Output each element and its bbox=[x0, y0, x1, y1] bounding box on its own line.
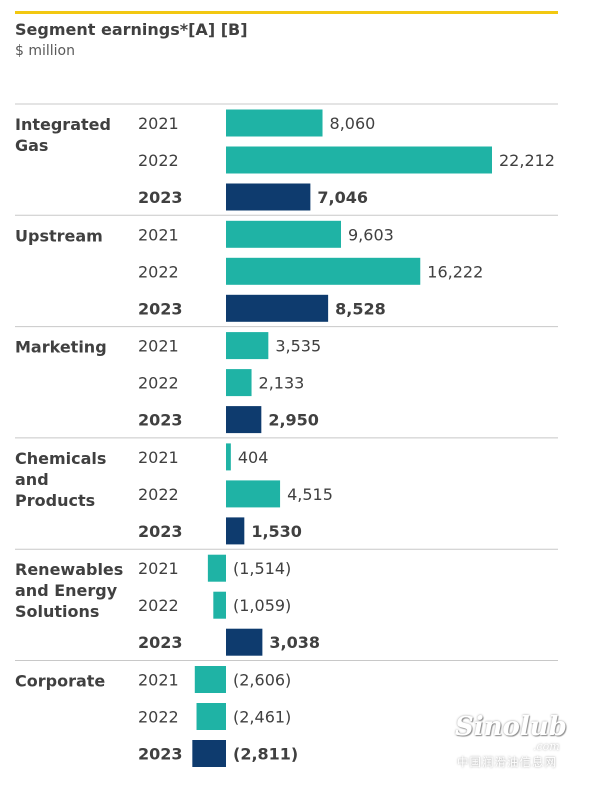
value-label: 1,530 bbox=[251, 522, 302, 541]
value-label: (1,514) bbox=[233, 559, 291, 578]
year-label: 2022 bbox=[138, 151, 179, 170]
year-label: 2021 bbox=[138, 225, 179, 244]
group-label-upstream: Upstream bbox=[15, 226, 103, 245]
group-label-renewables-and-energy-solutions: Renewables bbox=[15, 560, 123, 579]
chart-title: Segment earnings*[A] [B] bbox=[15, 20, 248, 39]
watermark-domain: .com bbox=[533, 740, 560, 753]
bar-integrated-gas-2023 bbox=[226, 183, 311, 211]
value-label: 16,222 bbox=[427, 262, 483, 281]
bar-upstream-2022 bbox=[226, 257, 421, 285]
year-label: 2023 bbox=[138, 188, 183, 207]
group-label-chemicals-and-products: Products bbox=[15, 491, 95, 510]
year-label: 2022 bbox=[138, 708, 179, 727]
watermark-caption: 中国润滑油信息网 bbox=[457, 755, 557, 769]
year-label: 2021 bbox=[138, 337, 179, 356]
year-label: 2021 bbox=[138, 559, 179, 578]
bar-chemicals-and-products-2023 bbox=[226, 517, 245, 545]
value-label: 8,528 bbox=[335, 299, 386, 318]
bar-corporate-2022 bbox=[196, 703, 226, 730]
chart-subtitle: $ million bbox=[15, 43, 75, 59]
group-label-marketing: Marketing bbox=[15, 338, 107, 357]
value-label: (2,461) bbox=[233, 708, 291, 727]
value-label: 3,038 bbox=[269, 633, 320, 652]
year-label: 2023 bbox=[138, 522, 183, 541]
bar-renewables-and-energy-solutions-2021 bbox=[207, 554, 226, 582]
bar-upstream-2021 bbox=[226, 220, 342, 248]
year-label: 2023 bbox=[138, 745, 183, 764]
value-label: 22,212 bbox=[499, 151, 555, 170]
value-label: 2,950 bbox=[268, 411, 319, 430]
bar-renewables-and-energy-solutions-2023 bbox=[226, 628, 263, 656]
value-label: 2,133 bbox=[259, 374, 305, 393]
group-label-chemicals-and-products: Chemicals bbox=[15, 449, 106, 468]
year-label: 2022 bbox=[138, 374, 179, 393]
year-label: 2022 bbox=[138, 485, 179, 504]
group-label-renewables-and-energy-solutions: Solutions bbox=[15, 602, 99, 621]
year-label: 2022 bbox=[138, 596, 179, 615]
bar-chemicals-and-products-2022 bbox=[226, 480, 281, 508]
bar-chemicals-and-products-2021 bbox=[226, 443, 231, 471]
value-label: 3,535 bbox=[275, 337, 321, 356]
bar-upstream-2023 bbox=[226, 294, 329, 322]
year-label: 2021 bbox=[138, 114, 179, 133]
year-label: 2023 bbox=[138, 299, 183, 318]
year-label: 2022 bbox=[138, 262, 179, 281]
bar-marketing-2022 bbox=[226, 369, 252, 397]
bar-integrated-gas-2021 bbox=[226, 109, 323, 137]
bar-corporate-2023 bbox=[192, 740, 226, 767]
bar-marketing-2023 bbox=[226, 406, 262, 434]
value-label: 4,515 bbox=[287, 485, 333, 504]
watermark-logo: Sinolub bbox=[455, 712, 567, 742]
year-label: 2023 bbox=[138, 411, 183, 430]
bar-integrated-gas-2022 bbox=[226, 146, 492, 174]
bar-renewables-and-energy-solutions-2022 bbox=[213, 591, 226, 619]
year-label: 2021 bbox=[138, 448, 179, 467]
group-label-integrated-gas: Gas bbox=[15, 136, 48, 155]
bar-marketing-2021 bbox=[226, 332, 269, 360]
value-label: 8,060 bbox=[330, 114, 376, 133]
group-label-integrated-gas: Integrated bbox=[15, 115, 111, 134]
value-label: 404 bbox=[238, 448, 269, 467]
watermark: Sinolub .com 中国润滑油信息网 bbox=[455, 712, 580, 782]
group-label-corporate: Corporate bbox=[15, 672, 105, 691]
group-label-chemicals-and-products: and bbox=[15, 470, 49, 489]
value-label: (1,059) bbox=[233, 596, 291, 615]
top-rule bbox=[15, 11, 558, 14]
year-label: 2023 bbox=[138, 633, 183, 652]
value-label: (2,606) bbox=[233, 671, 291, 690]
bar-corporate-2021 bbox=[194, 666, 226, 693]
value-label: (2,811) bbox=[233, 745, 298, 764]
year-label: 2021 bbox=[138, 671, 179, 690]
value-label: 7,046 bbox=[317, 188, 368, 207]
group-label-renewables-and-energy-solutions: and Energy bbox=[15, 581, 118, 600]
value-label: 9,603 bbox=[348, 225, 394, 244]
